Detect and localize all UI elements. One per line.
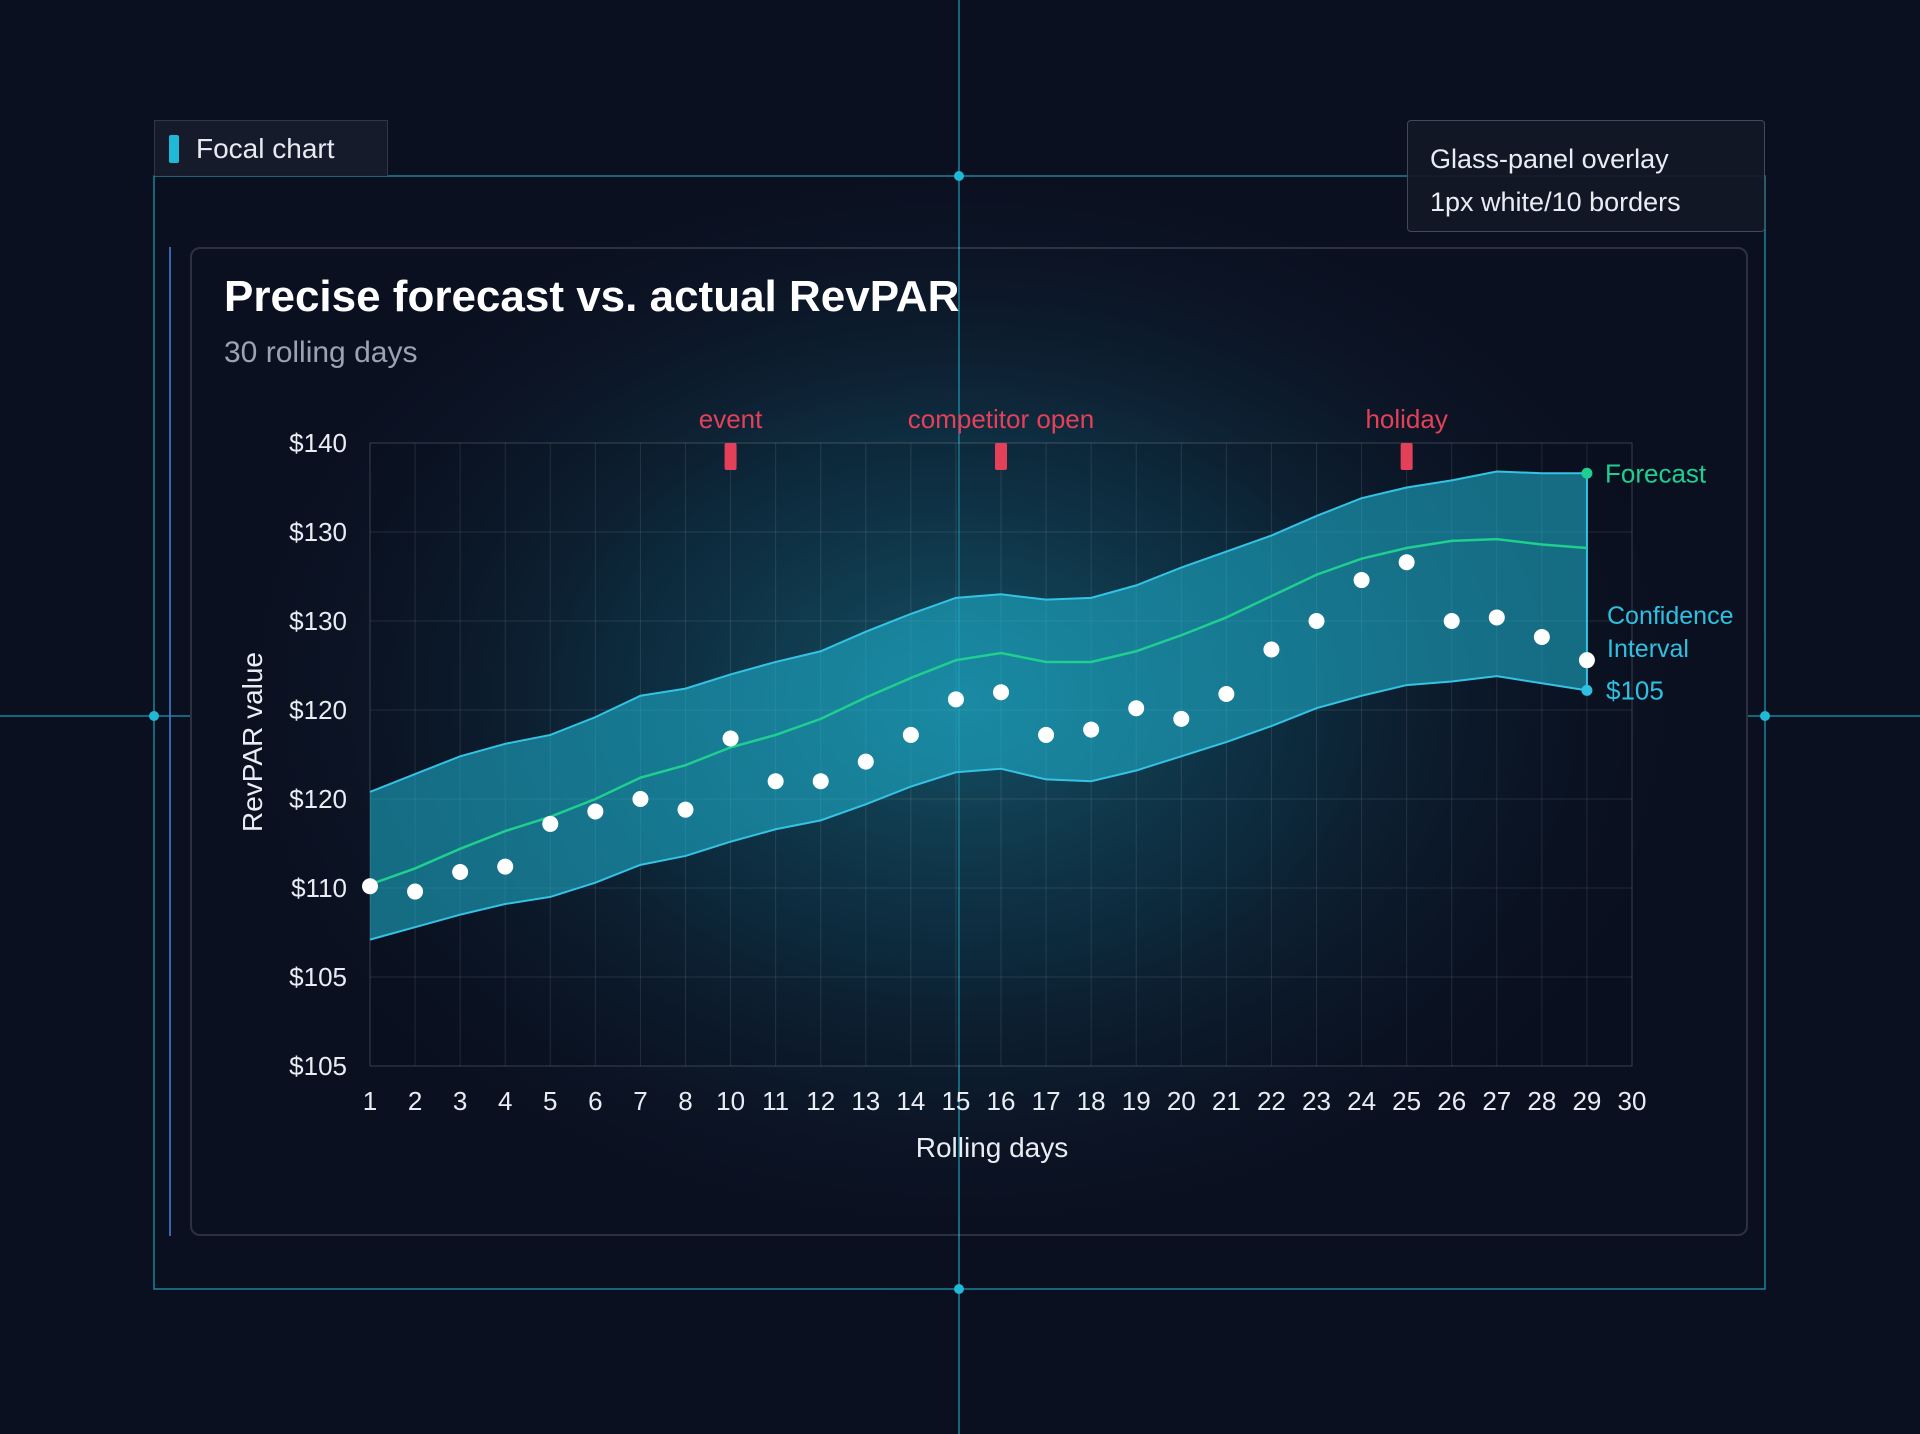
- interval-label-line-1: Confidence: [1607, 602, 1733, 630]
- x-tick-label: 5: [543, 1086, 557, 1116]
- overlay-note-line-1: Glass-panel overlay: [1430, 144, 1669, 174]
- x-tick-label: 13: [851, 1086, 880, 1116]
- x-tick-label: 7: [633, 1086, 647, 1116]
- actual-point: [1083, 721, 1100, 738]
- actual-point: [902, 726, 919, 743]
- actual-point: [993, 684, 1009, 701]
- actual-point: [407, 883, 424, 900]
- confidence-band: [370, 471, 1587, 940]
- actual-point: [1173, 710, 1190, 727]
- guide-node-right: [1760, 711, 1770, 721]
- actual-point: [1443, 613, 1460, 629]
- x-tick-label: 15: [941, 1086, 970, 1116]
- confidence-lower-edge: [369, 675, 1588, 941]
- tab-marker-icon: [169, 134, 179, 163]
- frame-tab[interactable]: Focal chart: [154, 120, 388, 176]
- x-tick-label: 27: [1482, 1086, 1511, 1116]
- actual-point: [1038, 726, 1055, 743]
- x-tick-label: 24: [1347, 1086, 1376, 1116]
- actual-point: [857, 753, 874, 770]
- x-tick-label: 23: [1302, 1086, 1331, 1116]
- x-tick-label: 6: [588, 1086, 602, 1116]
- x-tick-label: 19: [1122, 1086, 1151, 1116]
- y-tick-label: $105: [289, 962, 347, 992]
- forecast-end-label: Forecast: [1605, 458, 1707, 488]
- x-tick-label: 11: [762, 1086, 789, 1116]
- actual-point: [767, 773, 784, 790]
- actual-point: [452, 863, 469, 880]
- x-tick-label: 28: [1527, 1086, 1556, 1116]
- actual-point: [1263, 641, 1280, 658]
- guide-node-bottom: [954, 1284, 964, 1294]
- y-tick-label: $130: [289, 517, 347, 547]
- chart-title: Precise forecast vs. actual RevPAR: [224, 272, 960, 321]
- x-tick-label: 17: [1032, 1086, 1061, 1116]
- actual-point: [1533, 629, 1550, 646]
- actual-point: [632, 791, 649, 807]
- x-tick-label: 4: [498, 1086, 512, 1116]
- x-tick-label: 30: [1618, 1086, 1647, 1116]
- x-tick-label: 21: [1212, 1086, 1241, 1116]
- overlay-note-line-2: 1px white/10 borders: [1430, 187, 1681, 217]
- actual-point: [1578, 652, 1595, 669]
- x-tick-label: 2: [408, 1086, 422, 1116]
- annotation-marker: [995, 443, 1007, 470]
- actual-point: [542, 815, 559, 832]
- lower-bound-end-label: $105: [1606, 675, 1664, 705]
- annotation-label: holiday: [1365, 404, 1447, 434]
- x-tick-label: 3: [453, 1086, 467, 1116]
- confidence-upper-edge: [369, 470, 1587, 793]
- glass-panel-note: Glass-panel overlay 1px white/10 borders: [1407, 120, 1765, 232]
- x-tick-label: 22: [1257, 1086, 1286, 1116]
- actual-point: [1128, 700, 1145, 717]
- actual-point: [947, 691, 964, 708]
- chart-panel: [190, 247, 1748, 1236]
- actual-point: [362, 878, 378, 895]
- actual-point: [587, 803, 604, 820]
- y-tick-label: $130: [289, 606, 347, 636]
- interval-label-line-2: Interval: [1607, 635, 1689, 663]
- x-tick-label: 14: [896, 1086, 925, 1116]
- annotation-marker: [1400, 443, 1413, 470]
- actual-point: [722, 730, 739, 747]
- annotation-label: event: [699, 404, 763, 434]
- actual-point: [677, 801, 694, 818]
- y-tick-label: $140: [289, 428, 347, 458]
- forecast-line: [369, 537, 1588, 886]
- x-tick-label: 8: [678, 1086, 692, 1116]
- x-tick-label: 12: [806, 1086, 835, 1116]
- y-tick-label: $120: [289, 695, 347, 725]
- y-tick-label: $120: [289, 784, 347, 814]
- actual-point: [812, 773, 829, 790]
- x-axis-label: Rolling days: [916, 1132, 1069, 1163]
- x-tick-label: 18: [1077, 1086, 1106, 1116]
- forecast-end-dot: [1581, 467, 1593, 479]
- lower-bound-end-dot: [1581, 684, 1593, 696]
- annotation-marker: [724, 443, 737, 470]
- y-tick-label: $105: [289, 1051, 347, 1081]
- actual-point: [497, 858, 514, 875]
- annotation-label: competitor open: [908, 404, 1094, 434]
- x-tick-label: 16: [987, 1086, 1016, 1116]
- guide-node-top: [954, 171, 964, 181]
- x-tick-label: 26: [1437, 1086, 1466, 1116]
- actual-point: [1398, 554, 1415, 571]
- x-tick-label: 1: [363, 1086, 377, 1116]
- actual-point: [1488, 609, 1505, 626]
- y-tick-label: $110: [291, 873, 347, 903]
- tab-label: Focal chart: [196, 132, 335, 164]
- chart-subtitle: 30 rolling days: [224, 336, 418, 369]
- x-tick-label: 20: [1167, 1086, 1196, 1116]
- x-tick-label: 29: [1572, 1086, 1601, 1116]
- x-tick-label: 10: [716, 1086, 745, 1116]
- y-axis-label: RevPAR value: [237, 652, 268, 832]
- guide-node-left: [149, 711, 159, 721]
- x-tick-label: 25: [1392, 1086, 1421, 1116]
- actual-point: [1218, 685, 1235, 702]
- actual-point: [1308, 613, 1325, 629]
- actual-point: [1353, 572, 1370, 589]
